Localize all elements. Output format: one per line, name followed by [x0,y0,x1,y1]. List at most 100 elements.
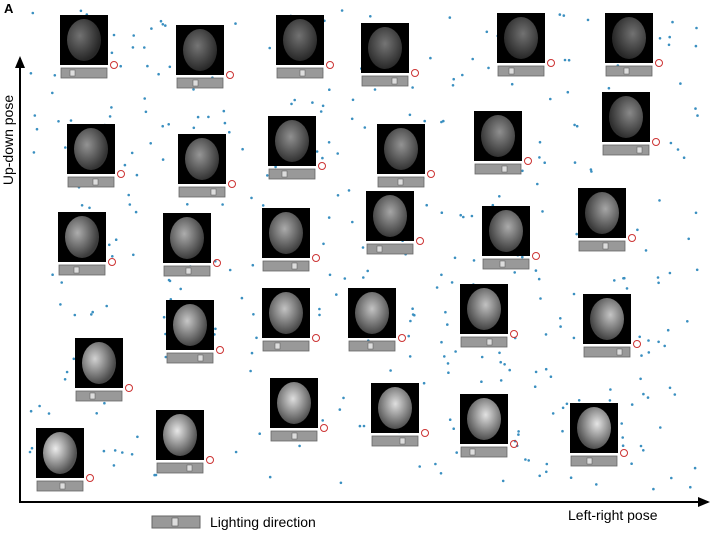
point [91,310,94,314]
point [625,287,629,290]
point [143,97,146,100]
lighting-slider [570,455,618,467]
lighting-slider-thumb [291,262,298,270]
lighting-slider [497,65,545,77]
face-shape [65,216,99,258]
x-axis-label: Left-right pose [568,507,658,523]
point [293,98,297,102]
point [559,325,562,328]
lighting-slider-thumb [469,448,476,456]
point [647,339,650,342]
lighting-slider-thumb [92,178,99,186]
face-shape [275,120,309,162]
point [196,115,200,119]
face-thumbnail [262,208,320,272]
point [319,110,323,113]
point [561,406,565,410]
point [258,432,262,436]
point [491,203,495,207]
lighting-slider [166,352,214,364]
lighting-slider-thumb [397,178,404,186]
point [90,313,93,316]
point [132,34,135,37]
light-indicator [206,456,214,464]
point [192,88,195,91]
face-thumbnails [36,13,663,492]
face-shape [74,128,108,170]
face-shape [467,398,501,440]
point [57,120,60,123]
point [318,313,321,317]
point [328,273,332,277]
point [252,313,255,316]
point [471,57,475,61]
point [446,323,449,326]
face-shape [612,17,646,59]
point [657,281,660,285]
light-indicator [547,59,555,67]
point [69,119,73,122]
point [111,254,114,258]
face-thumbnail [163,213,221,277]
point [162,315,166,319]
lighting-slider-thumb [89,392,96,400]
face-thumbnail [36,428,94,492]
point [38,404,41,408]
point [696,114,699,117]
point [668,271,672,275]
point [429,56,432,60]
point [411,86,414,89]
legend-label: Lighting direction [210,514,316,530]
point [498,195,501,198]
point [607,86,611,90]
point [179,287,182,291]
point [671,20,674,24]
point [549,375,553,379]
light-indicator [216,346,224,354]
point [687,237,690,241]
point [545,470,548,474]
point [562,14,566,17]
point [362,276,365,279]
point [358,424,362,428]
lighting-slider [578,240,626,252]
point [434,462,437,466]
point [573,123,576,127]
point [563,58,567,62]
light-indicator [318,162,326,170]
face-thumbnail [578,188,636,252]
point [440,340,443,344]
point [452,77,456,81]
point [658,37,662,40]
face-shape [67,19,101,61]
point [480,380,483,384]
lighting-slider [602,144,650,156]
point [639,377,642,381]
point [565,402,569,406]
point [342,396,345,400]
point [422,381,426,385]
point [521,169,524,173]
point [566,90,570,94]
point [223,121,227,125]
point [59,303,62,306]
point [472,259,476,262]
face-thumbnail [361,23,419,87]
point [149,142,152,145]
lighting-slider [268,168,316,180]
point [575,124,579,128]
point [694,107,697,110]
light-indicator [628,234,636,242]
point [694,211,698,215]
point [423,119,427,123]
lighting-slider [156,462,204,474]
point [551,412,555,415]
lighting-slider-thumb [210,188,217,196]
face-thumbnail [75,338,133,402]
lighting-slider [583,346,631,358]
light-indicator [117,170,125,178]
lighting-slider [482,258,530,270]
point [65,370,69,374]
lighting-slider-thumb [616,348,623,356]
light-indicator [421,429,429,437]
